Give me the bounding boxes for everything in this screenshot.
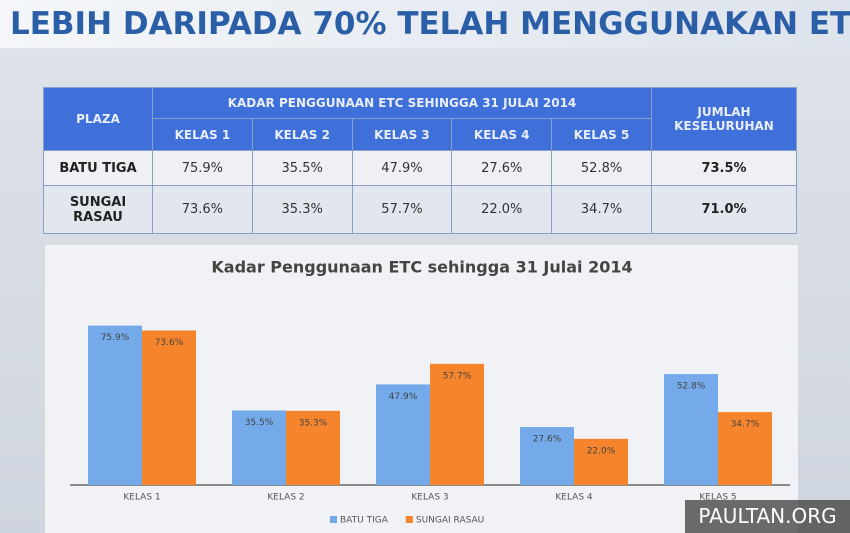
chart-panel: Kadar Penggunaan ETC sehingga 31 Julai 2… [45,245,798,533]
legend-label: SUNGAI RASAU [416,516,484,526]
table-cell: 75.9% [152,150,253,186]
bar [430,363,484,485]
value-label: 27.6% [533,435,562,445]
table-row: BATU TIGA 75.9% 35.5% 47.9% 27.6% 52.8% 73.5% [43,150,797,186]
value-label: 57.7% [443,371,472,381]
bar [664,374,718,485]
value-label: 22.0% [587,446,616,456]
bar [88,325,142,485]
header-cell: KELAS 4 [451,118,553,151]
value-label: 35.3% [299,418,328,428]
table-cell: 27.6% [451,150,553,186]
chart-title: Kadar Penggunaan ETC sehingga 31 Julai 2… [211,258,632,277]
bar [376,384,430,485]
table-cell: 34.7% [551,185,652,234]
value-label: 47.9% [389,392,418,402]
table-cell: 35.5% [251,150,353,186]
x-tick-label: KELAS 3 [411,493,448,503]
header-cell: KELAS 1 [152,118,253,151]
usage-table: PLAZA KADAR PENGGUNAAN ETC SEHINGGA 31 J… [43,87,797,234]
chart: Kadar Penggunaan ETC sehingga 31 Julai 2… [70,258,790,526]
table-cell: 73.5% [651,150,797,186]
table-cell: 57.7% [351,185,453,234]
header-cell: JUMLAH KESELURUHAN [651,87,797,151]
value-label: 34.7% [731,420,760,430]
table-cell: SUNGAI RASAU [43,185,153,234]
legend-swatch [405,516,413,523]
table-cell: 71.0% [651,185,797,234]
header-row: KELAS 1 KELAS 2 KELAS 3 KELAS 4 KELAS 5 [44,118,797,151]
header-cell: KELAS 2 [251,118,353,151]
table-cell: 22.0% [451,185,553,234]
x-tick-label: KELAS 1 [123,493,160,503]
header-cell: KADAR PENGGUNAAN ETC SEHINGGA 31 JULAI 2… [152,87,652,119]
bar [232,410,286,485]
x-tick-label: KELAS 4 [555,493,593,503]
bar [574,438,628,485]
bar [286,410,340,485]
value-label: 75.9% [101,333,130,343]
slide-title: LEBIH DARIPADA 70% TELAH MENGGUNAKAN ETC [0,0,850,48]
table-row: SUNGAI RASAU 73.6% 35.3% 57.7% 22.0% 34.7% 71.… [43,185,797,234]
x-tick-label: KELAS 2 [267,493,304,503]
header-row: PLAZA KADAR PENGGUNAAN ETC SEHINGGA 31 J… [43,87,797,151]
bar [520,427,574,485]
table-cell: 52.8% [551,150,652,186]
legend-swatch [330,516,337,523]
x-tick-label: KELAS 5 [699,493,736,503]
bar [142,330,196,485]
value-label: 52.8% [677,382,706,392]
value-label: 35.5% [245,418,274,428]
table-cell: 35.3% [251,185,353,234]
bar [718,412,772,485]
value-label: 73.6% [155,338,184,348]
header-cell: KELAS 3 [351,118,453,151]
table-cell: 47.9% [351,150,453,186]
watermark: PAULTAN.ORG [685,500,850,533]
table-cell: BATU TIGA [43,150,153,186]
header-cell: PLAZA [43,87,153,151]
table-cell: 73.6% [152,185,253,234]
legend-label: BATU TIGA [340,516,389,526]
header-cell: KELAS 5 [551,118,652,151]
